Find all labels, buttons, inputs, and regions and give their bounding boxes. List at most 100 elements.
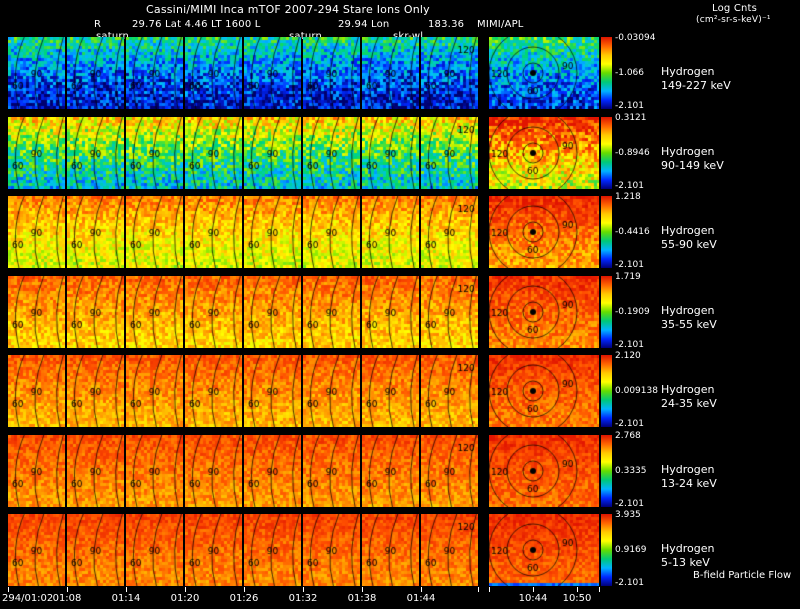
axis-tick (577, 587, 578, 592)
log-counts-units: (cm²-sr-s-keV)⁻¹ (696, 15, 771, 25)
species-label: Hydrogen (661, 224, 715, 237)
heatmap-panel-r1-c3 (126, 37, 183, 109)
heatmap-panel-r5-c2 (67, 355, 124, 427)
heatmap-panel-r5-c4 (185, 355, 242, 427)
channel-row-4: 1.719 -0.1909 -2.101 Hydrogen 35-55 keV (0, 272, 800, 350)
axis-tick (126, 587, 127, 592)
ephemeris-text: 29.76 Lat 4.46 LT 1600 L (132, 19, 261, 30)
annotation-saturn-1: saturn (96, 31, 129, 42)
heatmap-panel-r4-c5 (244, 276, 301, 348)
sky-map-panel-r2 (489, 117, 599, 189)
time-axis-label: 01:20 (170, 593, 200, 604)
heatmap-panel-r7-c4 (185, 514, 242, 586)
heatmap-panel-r5-c7 (362, 355, 419, 427)
colorbar-mid-label: 0.009138 (615, 386, 658, 396)
heatmap-panel-r2-c1 (8, 117, 65, 189)
channel-row-5: 2.120 0.009138 -2.101 Hydrogen 24-35 keV (0, 351, 800, 429)
energy-label: 13-24 keV (661, 477, 717, 490)
sky-map-panel-r4 (489, 276, 599, 348)
time-axis-label: 01:44 (406, 593, 436, 604)
colorbar-max-label: 1.719 (615, 272, 641, 282)
colorbar-max-label: 1.218 (615, 192, 641, 202)
colorbar-r6 (601, 435, 612, 507)
heatmap-panel-r3-c7 (362, 196, 419, 268)
axis-tick (362, 587, 363, 592)
lon-value: 183.36 (428, 19, 465, 30)
heatmap-panel-r6-c1 (8, 435, 65, 507)
heatmap-panel-r3-c6 (303, 196, 360, 268)
time-axis-label: 10:50 (562, 593, 592, 604)
r-label: R (94, 19, 102, 30)
heatmap-panel-r4-c1 (8, 276, 65, 348)
heatmap-panel-r6-c3 (126, 435, 183, 507)
heatmap-panel-r4-c3 (126, 276, 183, 348)
axis-tick (185, 587, 186, 592)
channel-row-3: 1.218 -0.4416 -2.101 Hydrogen 55-90 keV (0, 192, 800, 270)
heatmap-panel-r5-c8 (421, 355, 478, 427)
sky-map-panel-r5 (489, 355, 599, 427)
species-label: Hydrogen (661, 145, 715, 158)
colorbar-min-label: -2.101 (615, 101, 645, 111)
colorbar-r1 (601, 37, 612, 109)
channel-row-6: 2.768 0.3335 -2.101 Hydrogen 13-24 keV (0, 431, 800, 509)
time-axis-label: 01:32 (288, 593, 318, 604)
colorbar-mid-label: 0.9169 (615, 545, 647, 555)
heatmap-panel-r2-c5 (244, 117, 301, 189)
axis-tick (8, 587, 9, 592)
heatmap-panel-r7-c1 (8, 514, 65, 586)
axis-tick (478, 587, 479, 592)
heatmap-panel-r1-c5 (244, 37, 301, 109)
heatmap-panel-r2-c6 (303, 117, 360, 189)
heatmap-panel-r3-c4 (185, 196, 242, 268)
bfield-flow-note: B-field Particle Flow (693, 570, 792, 581)
heatmap-panel-r1-c7 (362, 37, 419, 109)
sky-map-panel-r7 (489, 514, 599, 586)
heatmap-panel-r6-c8 (421, 435, 478, 507)
time-axis-label: 10:44 (518, 593, 548, 604)
heatmap-panel-r7-c6 (303, 514, 360, 586)
heatmap-panel-r6-c6 (303, 435, 360, 507)
colorbar-min-label: -2.101 (615, 340, 645, 350)
colorbar-r5 (601, 355, 612, 427)
energy-label: 35-55 keV (661, 318, 717, 331)
heatmap-panel-r6-c2 (67, 435, 124, 507)
colorbar-r3 (601, 196, 612, 268)
colorbar-min-label: -2.101 (615, 419, 645, 429)
channel-row-1: -0.03094 -1.066 -2.101 Hydrogen 149-227 keV (0, 33, 800, 111)
heatmap-panel-r7-c3 (126, 514, 183, 586)
log-counts-label: Log Cnts (712, 3, 758, 14)
energy-label: 55-90 keV (661, 238, 717, 251)
colorbar-max-label: 3.935 (615, 510, 641, 520)
colorbar-max-label: -0.03094 (615, 33, 656, 43)
time-axis-label: 01:38 (347, 593, 377, 604)
energy-label: 24-35 keV (661, 397, 717, 410)
species-label: Hydrogen (661, 463, 715, 476)
annotation-skr-wl: skr-wl (393, 31, 423, 42)
colorbar-min-label: -2.101 (615, 260, 645, 270)
heatmap-panel-r1-c4 (185, 37, 242, 109)
heatmap-panel-r5-c3 (126, 355, 183, 427)
colorbar-min-label: -2.101 (615, 578, 645, 588)
heatmap-panel-r1-c6 (303, 37, 360, 109)
channel-row-2: 0.3121 -0.8946 -2.101 Hydrogen 90-149 keV (0, 113, 800, 191)
heatmap-panel-r4-c7 (362, 276, 419, 348)
heatmap-panel-r5-c5 (244, 355, 301, 427)
colorbar-r4 (601, 276, 612, 348)
heatmap-panel-r3-c5 (244, 196, 301, 268)
colorbar-mid-label: -0.1909 (615, 307, 650, 317)
energy-label: 149-227 keV (661, 79, 731, 92)
colorbar-mid-label: -1.066 (615, 68, 645, 78)
annotation-saturn-2: saturn (289, 31, 322, 42)
heatmap-panel-r1-c1 (8, 37, 65, 109)
axis-tick (533, 587, 534, 592)
species-label: Hydrogen (661, 383, 715, 396)
colorbar-min-label: -2.101 (615, 181, 645, 191)
axis-tick (244, 587, 245, 592)
heatmap-panel-r3-c2 (67, 196, 124, 268)
heatmap-panel-r7-c2 (67, 514, 124, 586)
colorbar-min-label: -2.101 (615, 499, 645, 509)
time-axis-label: 01:14 (111, 593, 141, 604)
heatmap-panel-r6-c5 (244, 435, 301, 507)
source-label: MIMI/APL (477, 19, 524, 30)
